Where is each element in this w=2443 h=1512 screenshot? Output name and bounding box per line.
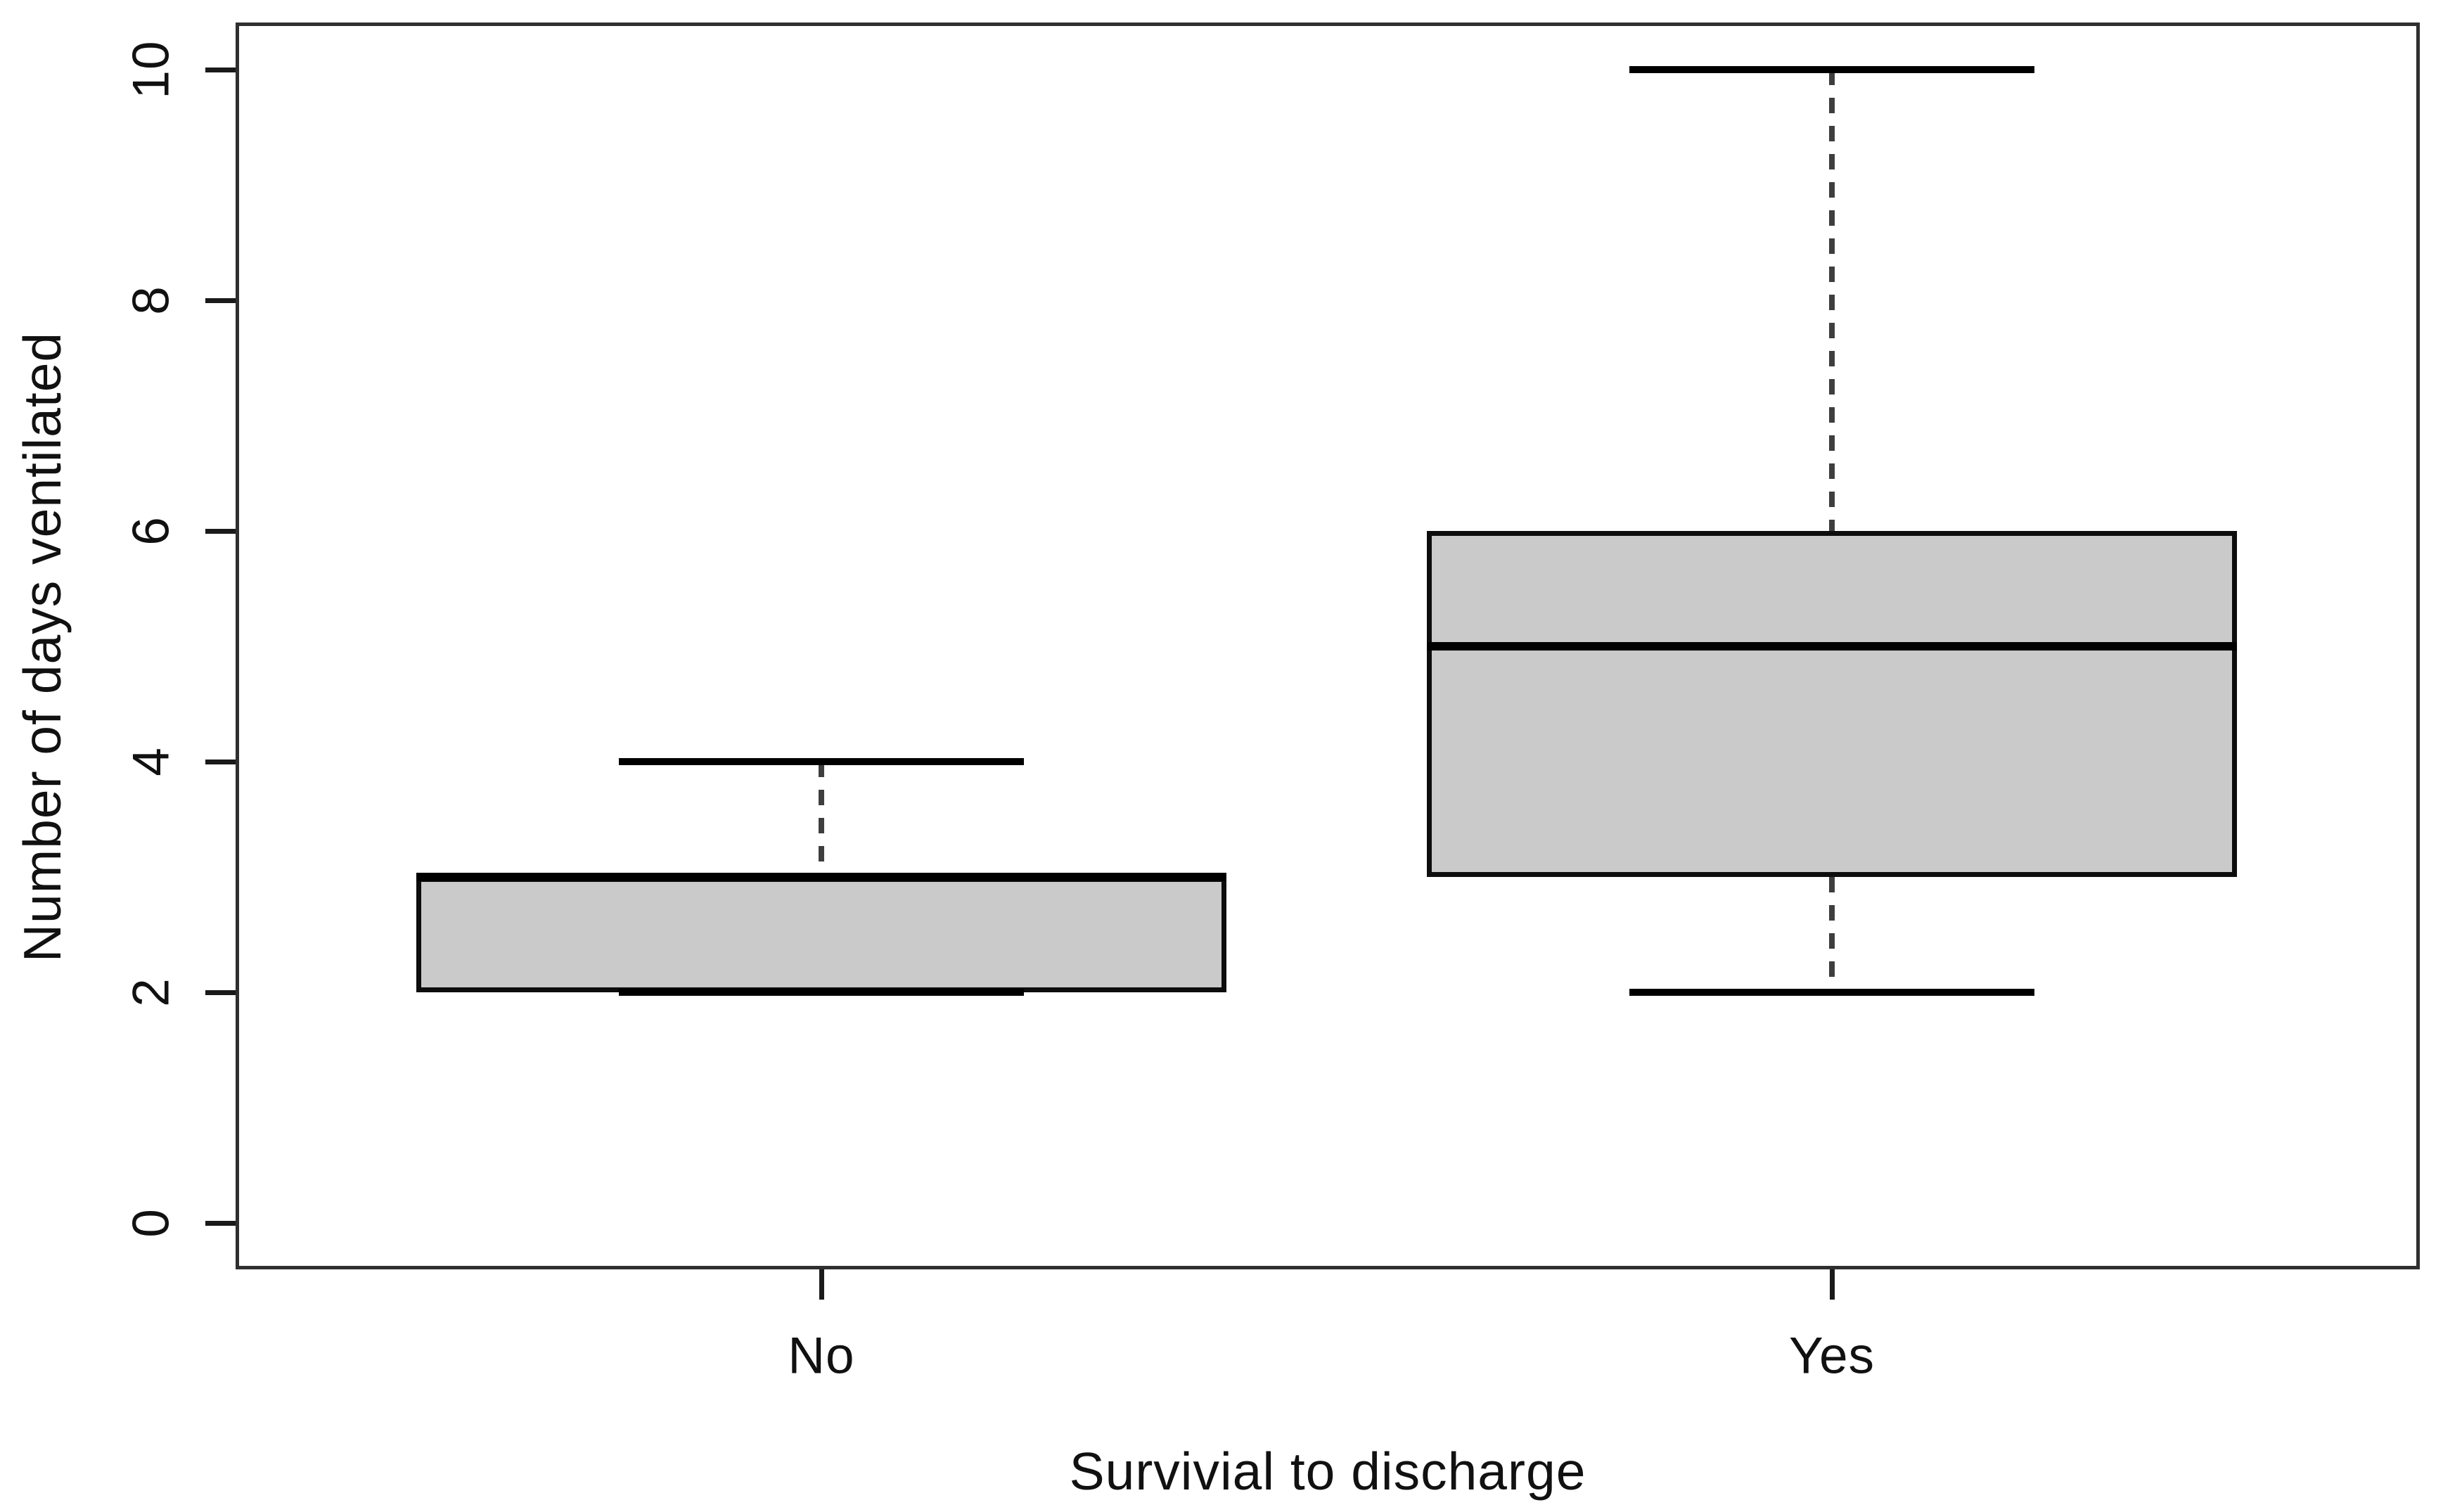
y-axis-tick-label: 4	[122, 747, 180, 776]
y-axis-tick-label: 2	[122, 978, 180, 1007]
x-axis-category-label: No	[788, 1327, 855, 1385]
upper-whisker-line-no	[819, 762, 824, 877]
y-axis-title: Number of days ventilated	[13, 331, 72, 963]
y-axis-tick-label: 6	[122, 516, 180, 546]
lower-whisker-cap-yes	[1629, 989, 2034, 996]
median-line-no	[416, 873, 1226, 881]
upper-whisker-cap-no	[619, 758, 1024, 765]
lower-whisker-line-yes	[1829, 877, 1835, 992]
x-axis-title: Survivial to discharge	[1069, 1442, 1586, 1501]
y-axis-tick-label: 0	[122, 1208, 180, 1238]
x-axis-tick	[819, 1269, 824, 1300]
median-line-yes	[1427, 642, 2237, 651]
x-axis-category-label: Yes	[1788, 1327, 1875, 1385]
y-axis-tick	[205, 990, 236, 995]
y-axis-tick	[205, 529, 236, 534]
x-axis-tick	[1830, 1269, 1835, 1300]
y-axis-tick	[205, 298, 236, 303]
y-axis-tick	[205, 68, 236, 72]
lower-whisker-cap-no	[619, 989, 1024, 996]
upper-whisker-line-yes	[1829, 70, 1835, 531]
y-axis-tick-label: 10	[122, 40, 180, 99]
upper-whisker-cap-yes	[1629, 66, 2034, 73]
box-yes	[1427, 531, 2237, 877]
y-axis-tick-label: 8	[122, 286, 180, 315]
y-axis-tick	[205, 1221, 236, 1226]
y-axis-tick	[205, 760, 236, 764]
box-no	[416, 877, 1226, 992]
plot-area-frame	[236, 23, 2420, 1269]
